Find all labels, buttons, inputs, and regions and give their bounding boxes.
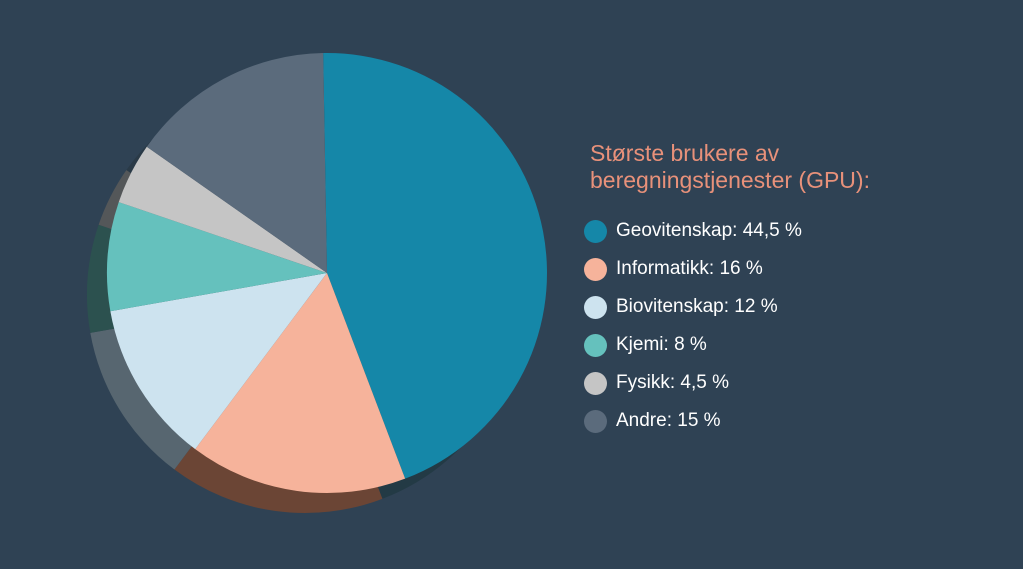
legend-swatch-icon: [584, 409, 607, 433]
legend-item-fysikk: Fysikk: 4,5 %: [584, 364, 1010, 402]
legend: Største brukere av beregningstjenester (…: [584, 140, 1010, 440]
legend-item-andre: Andre: 15 %: [584, 402, 1010, 440]
pie-slices: [106, 52, 548, 493]
legend-swatch-icon: [584, 371, 607, 395]
legend-item-informatikk: Informatikk: 16 %: [584, 250, 1010, 288]
legend-label: Kjemi: 8 %: [616, 334, 707, 355]
legend-label: Geovitenskap: 44,5 %: [616, 220, 802, 241]
legend-label: Informatikk: 16 %: [616, 258, 763, 279]
legend-item-biovitenskap: Biovitenskap: 12 %: [584, 288, 1010, 326]
legend-item-kjemi: Kjemi: 8 %: [584, 326, 1010, 364]
chart-title-line-2: beregningstjenester (GPU):: [590, 167, 870, 193]
legend-label: Fysikk: 4,5 %: [616, 372, 729, 393]
pie-slice-kjemi: [106, 202, 327, 312]
pie-slice-fysikk: [118, 146, 328, 273]
pie-slice-biovitenskap: [110, 273, 327, 450]
chart-title-line-1: Største brukere av: [590, 140, 780, 166]
legend-label: Biovitenskap: 12 %: [616, 296, 778, 317]
legend-swatch-icon: [584, 333, 607, 357]
pie-slice-andre: [146, 53, 327, 273]
legend-label: Andre: 15 %: [616, 410, 721, 431]
legend-swatch-icon: [584, 257, 607, 281]
pie-slice-informatikk: [195, 273, 406, 493]
chart-title: Største brukere av beregningstjenester (…: [590, 140, 1010, 194]
legend-swatch-icon: [584, 219, 607, 243]
legend-list: Geovitenskap: 44,5 % Informatikk: 16 % B…: [584, 212, 1010, 440]
pie-slice-geovitenskap: [323, 52, 548, 479]
legend-item-geovitenskap: Geovitenskap: 44,5 %: [584, 212, 1010, 250]
legend-swatch-icon: [584, 295, 607, 319]
